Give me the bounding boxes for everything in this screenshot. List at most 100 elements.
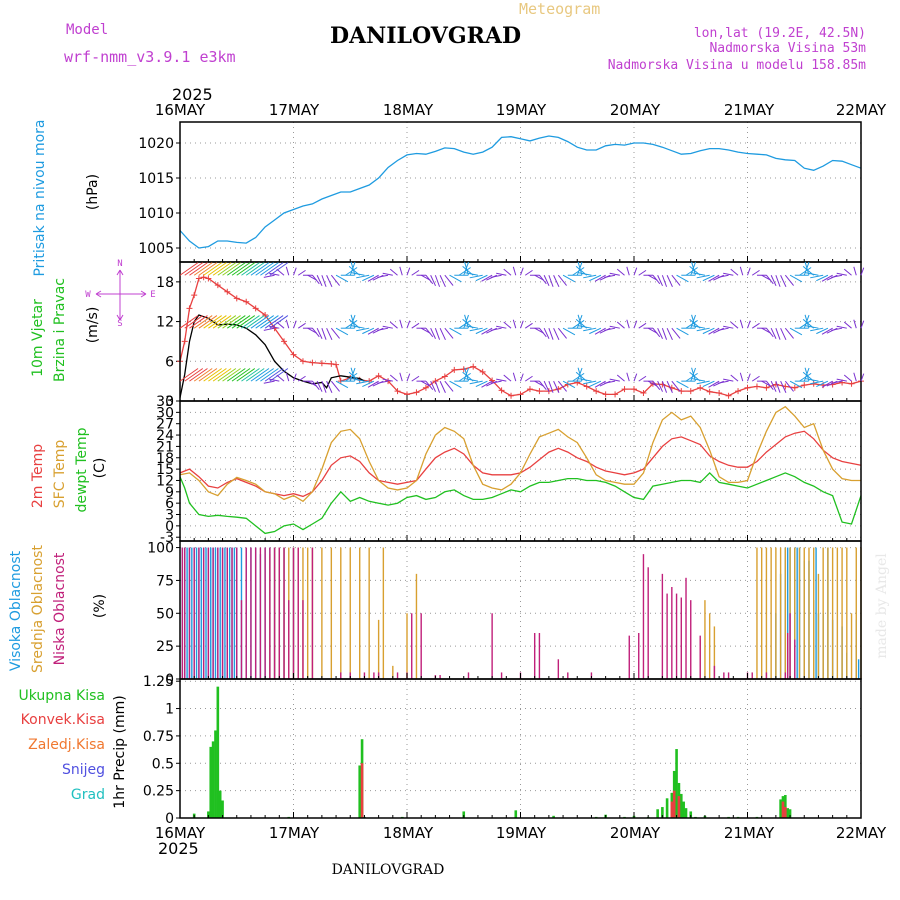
x-tick-label-bottom: 20MAY — [610, 824, 661, 842]
wind-arrow — [490, 274, 502, 278]
wind-arrow — [816, 274, 829, 282]
bar — [857, 659, 860, 679]
wind-arrow — [520, 320, 524, 329]
wind-arrow — [860, 267, 865, 276]
bar — [642, 554, 645, 679]
watermark: made by Angel — [874, 553, 890, 659]
wind-arrow — [816, 380, 829, 388]
wind-speed-point — [526, 386, 533, 393]
cloud-low-title: Niska Oblacnost — [52, 552, 68, 665]
bar — [590, 672, 593, 679]
wind-arrow — [821, 327, 833, 335]
wind-speed-point — [394, 388, 401, 395]
wind-arrow — [241, 262, 260, 276]
wind-speed-point — [753, 383, 760, 390]
precip-legend: Ukupna Kisa Konvek.Kisa Zaledj.Kisa Snij… — [18, 688, 128, 809]
bar — [359, 547, 361, 679]
bar — [796, 547, 798, 679]
wind-arrow — [367, 274, 379, 282]
pressure-title: Pritisak na nivou mora — [32, 119, 48, 276]
bar — [514, 810, 518, 818]
wind-arrow — [766, 274, 774, 285]
bar — [219, 547, 221, 679]
x-tick-label-bottom: 17MAY — [269, 824, 320, 842]
wind-arrow — [843, 268, 852, 276]
wind-arrow — [335, 380, 349, 389]
wind-arrow — [543, 327, 550, 339]
bar — [822, 547, 824, 679]
wind-arrow — [609, 325, 620, 329]
wind-arrow — [583, 327, 597, 332]
wind-arrow — [351, 325, 365, 329]
coords-label: lon,lat (19.2E, 42.5N) — [694, 26, 866, 41]
wind-arrow — [789, 327, 803, 336]
wind-arrow — [293, 267, 297, 276]
bar — [727, 672, 730, 679]
wind-arrow — [831, 327, 843, 331]
year-label-bottom: 2025 — [158, 839, 199, 858]
wind-arrow — [604, 380, 616, 384]
wind-arrow — [236, 315, 256, 329]
wind-arrow — [805, 272, 819, 276]
bar — [250, 547, 252, 679]
bar — [184, 547, 186, 679]
wind-arrow — [853, 319, 857, 329]
year-label-top: 2025 — [172, 85, 213, 104]
wind-arrow — [616, 374, 625, 382]
location-title: DANILOVGRAD — [330, 23, 521, 49]
wind-arrow — [481, 274, 493, 282]
wind-arrow — [276, 268, 285, 276]
wind-arrow — [255, 368, 274, 382]
wind-arrow — [616, 268, 625, 276]
wind-arrow — [449, 274, 462, 283]
wind-arrow — [316, 275, 323, 287]
wind-arrow — [831, 380, 843, 384]
bar — [392, 665, 394, 679]
bar — [415, 573, 418, 679]
wind-arrow — [723, 272, 734, 276]
wind-arrow — [260, 315, 279, 329]
wind-speed-point — [631, 386, 637, 393]
wind-arrow — [708, 274, 720, 282]
wind-arrow — [250, 315, 270, 329]
wind-arrow — [312, 327, 320, 338]
wind-arrow — [496, 325, 507, 329]
wind-arrow — [562, 327, 576, 336]
wind-arrow — [553, 275, 560, 288]
bar — [236, 547, 238, 679]
bar — [670, 801, 674, 818]
bar — [656, 809, 659, 818]
bar — [368, 547, 370, 679]
bar — [221, 547, 224, 679]
wind-arrow — [789, 274, 803, 283]
wind-arrow — [609, 272, 620, 276]
wind-arrow — [671, 380, 681, 392]
wind-arrow — [626, 266, 630, 276]
bar — [689, 811, 693, 818]
pressure-ylabel: Pritisak na nivou mora (hPa) — [32, 119, 101, 276]
wind-speed-point — [181, 338, 188, 345]
bar — [841, 547, 843, 679]
bar — [784, 547, 787, 679]
wind-arrow — [179, 368, 199, 382]
wind-arrow — [469, 380, 483, 385]
bar — [685, 577, 687, 679]
wind-arrow — [377, 327, 389, 331]
wind-arrow — [594, 380, 606, 388]
wind-arrow — [661, 380, 668, 393]
y-tick-label: 18 — [156, 451, 174, 467]
wind-arrow — [691, 378, 706, 382]
wind-arrow — [543, 380, 550, 392]
wind-speed-point — [191, 292, 198, 299]
wind-unit: (m/s) — [85, 307, 101, 344]
wind-arrow — [389, 321, 398, 329]
wind-speed-point — [735, 388, 742, 395]
wind-speed-point — [508, 392, 515, 399]
legend-snow: Snijeg — [62, 762, 105, 778]
bar — [462, 811, 466, 818]
y-tick-label: 0 — [165, 519, 174, 535]
bar — [817, 573, 820, 679]
x-tick-label-top: 18MAY — [383, 101, 434, 119]
bar — [205, 547, 207, 679]
